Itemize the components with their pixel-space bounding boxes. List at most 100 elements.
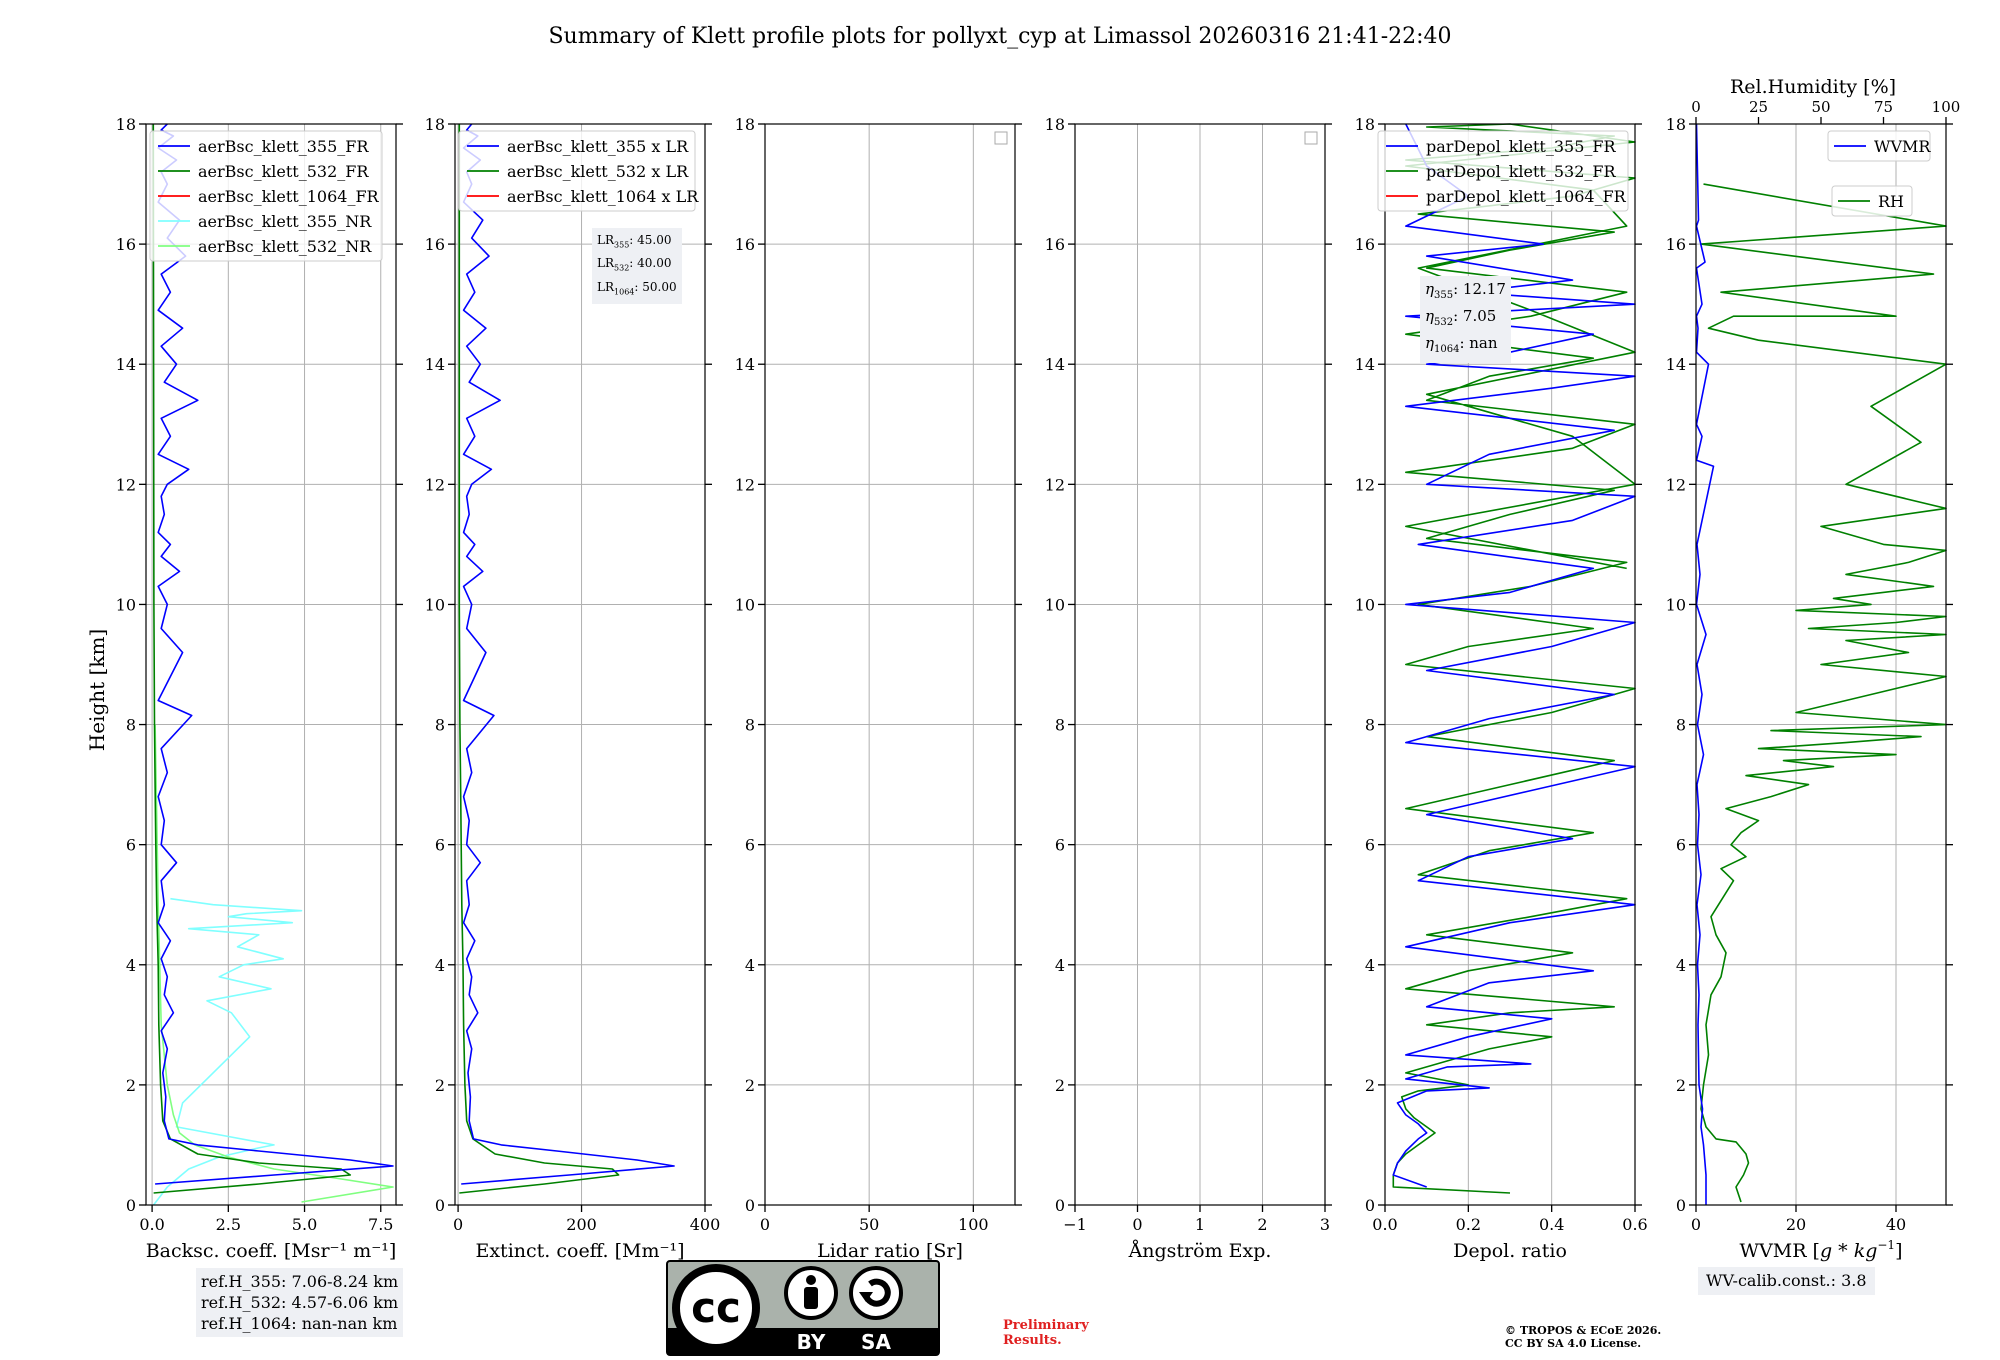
- ytick-label-dep-0: 0: [1365, 1196, 1375, 1215]
- panel-wv: 0 2 4 6 8 10 12 14 16 18 0 20 40 WVMR [g * kg−1] 0 25 50…: [1666, 98, 1961, 1262]
- legend-label-aerBsc_klett_532_FR: aerBsc_klett_532_FR: [198, 162, 369, 181]
- figure-title: Summary of Klett profile plots for polly…: [548, 24, 1451, 49]
- lidar-ratio-note: LR355: 45.00 LR532: 40.00 LR1064: 50.00: [592, 228, 682, 305]
- legend-label-aerBsc_klett_355_FR: aerBsc_klett_355_FR: [198, 137, 369, 156]
- series-parDepol_klett_532_FR: [1392, 123, 1636, 1194]
- lr-1064-line: LR1064: 50.00: [597, 278, 677, 301]
- y-axis-label: Height [km]: [85, 629, 109, 751]
- xtick-label-ang-2: 1: [1195, 1215, 1205, 1234]
- ytick-label-ext-1: 2: [435, 1076, 445, 1095]
- eta-1064-prefix: η: [1425, 334, 1434, 352]
- ytick-label-lr-7: 14: [735, 355, 755, 374]
- frame-bsc: [145, 123, 397, 1206]
- xtick-label-bsc-1: 2.5: [216, 1215, 241, 1234]
- ytick-label-ext-3: 6: [435, 836, 445, 855]
- xlabel-sup-wv: −1: [1877, 1238, 1895, 1252]
- ytick-label-bsc-8: 16: [116, 235, 136, 254]
- xtick-label-ext-0: 0: [453, 1215, 463, 1234]
- copyright-line-2: CC BY SA 4.0 License.: [1505, 1337, 1642, 1350]
- frame-dep: [1384, 123, 1636, 1206]
- top-tick-label-1: 25: [1749, 98, 1768, 116]
- xtick-label-wv-1: 20: [1786, 1215, 1806, 1234]
- panel-bsc: 0 2 4 6 8 10 12 14 16 18 0.0 2.5 5.0 7.5 Backsc. coeff…: [116, 115, 403, 1262]
- ytick-label-wv-9: 18: [1666, 115, 1686, 134]
- ytick-label-dep-9: 18: [1355, 115, 1375, 134]
- xtick-label-wv-0: 0: [1691, 1215, 1701, 1234]
- eta-532-sub: 532: [1434, 317, 1454, 328]
- xtick-label-bsc-2: 5.0: [292, 1215, 317, 1234]
- xlabel-bsc: Backsc. coeff. [Msr⁻¹ m⁻¹]: [146, 1240, 397, 1262]
- xtick-label-ext-1: 200: [566, 1215, 597, 1234]
- ytick-label-wv-2: 4: [1676, 956, 1686, 975]
- lr-355-prefix: LR: [597, 233, 615, 247]
- xtick-label-ang-0: −1: [1063, 1215, 1087, 1234]
- ytick-label-dep-4: 8: [1365, 716, 1375, 735]
- legend-label-aerBsc_klett_1064_FR: aerBsc_klett_1064_FR: [198, 187, 380, 206]
- legend-label-aerBsc_klett_355_NR: aerBsc_klett_355_NR: [198, 212, 372, 231]
- eta-532-value: : 7.05: [1453, 307, 1497, 325]
- legend-label-aerBsc_klett_355 x LR: aerBsc_klett_355 x LR: [507, 137, 689, 156]
- ytick-label-ang-2: 4: [1055, 956, 1065, 975]
- ytick-label-dep-8: 16: [1355, 235, 1375, 254]
- ytick-label-dep-6: 12: [1355, 475, 1375, 494]
- frame-lr: [764, 123, 1016, 1206]
- legend-box-RH: [1831, 185, 1913, 217]
- ytick-label-bsc-5: 10: [116, 595, 136, 614]
- lr-532-sub: 532: [614, 263, 630, 273]
- eta-1064-line: η1064: nan: [1425, 333, 1506, 360]
- legend-box-ext: [458, 130, 696, 212]
- ref-height-355: ref.H_355: 7.06-8.24 km: [201, 1272, 399, 1291]
- legend-label-WVMR: WVMR: [1874, 137, 1931, 156]
- xtick-label-dep-2: 0.4: [1539, 1215, 1564, 1234]
- top-tick-label-3: 75: [1874, 98, 1893, 116]
- xtick-label-dep-0: 0.0: [1372, 1215, 1397, 1234]
- eta-1064-value: : nan: [1459, 334, 1498, 352]
- legend-label-RH: RH: [1878, 192, 1904, 211]
- ytick-label-lr-3: 6: [745, 836, 755, 855]
- lr-532-value: : 40.00: [629, 256, 672, 271]
- eta-355-line: η355: 12.17: [1425, 279, 1506, 306]
- ytick-label-ext-6: 12: [425, 475, 445, 494]
- ytick-label-ang-1: 2: [1055, 1076, 1065, 1095]
- wv-calibration-text: WV-calib.const.: 3.8: [1706, 1271, 1867, 1290]
- sa-icon-arrowhead: [859, 1292, 873, 1302]
- panel-ext: 0 2 4 6 8 10 12 14 16 18 0 200 400 Extinct. coeff. [M…: [425, 115, 721, 1262]
- xlabel-ext: Extinct. coeff. [Mm⁻¹]: [475, 1240, 684, 1262]
- legend-label-aerBsc_klett_1064 x LR: aerBsc_klett_1064 x LR: [507, 187, 699, 206]
- panel-lr: 0 2 4 6 8 10 12 14 16 18 0 50 100 Lidar ratio [Sr]: [735, 115, 1022, 1262]
- panel-dep: 0 2 4 6 8 10 12 14 16 18 0.0 0.2 0.4 0.6 Depol. ratio p…: [1355, 115, 1648, 1262]
- series-aerBsc_klett_355_NR: [152, 897, 303, 1206]
- ytick-label-lr-2: 4: [745, 956, 755, 975]
- ytick-label-dep-1: 2: [1365, 1076, 1375, 1095]
- ytick-label-ext-4: 8: [435, 716, 445, 735]
- ytick-label-wv-3: 6: [1676, 836, 1686, 855]
- xtick-label-ang-4: 3: [1320, 1215, 1330, 1234]
- sa-label: SA: [861, 1330, 891, 1354]
- preliminary-line-1: Preliminary: [1003, 1318, 1089, 1333]
- ytick-label-bsc-3: 6: [126, 836, 136, 855]
- xlabel-main-wv: WVMR [: [1739, 1240, 1819, 1262]
- ytick-label-lr-9: 18: [735, 115, 755, 134]
- ytick-label-dep-5: 10: [1355, 595, 1375, 614]
- ytick-label-bsc-6: 12: [116, 475, 136, 494]
- lr-1064-prefix: LR: [597, 279, 615, 294]
- ytick-label-bsc-7: 14: [116, 355, 136, 374]
- ytick-label-ext-5: 10: [425, 595, 445, 614]
- ytick-label-wv-8: 16: [1666, 235, 1686, 254]
- xlabel-wv: WVMR [g * kg−1]: [1739, 1238, 1902, 1262]
- xtick-label-bsc-0: 0.0: [139, 1215, 164, 1234]
- top-tick-label-4: 100: [1932, 98, 1961, 116]
- legend-label-parDepol_klett_532_FR: parDepol_klett_532_FR: [1426, 162, 1617, 181]
- copyright-line-1: © TROPOS & ECoE 2026.: [1505, 1324, 1662, 1337]
- series-aerBsc_klett_532 x LR: [458, 124, 620, 1194]
- eta-1064-sub: 1064: [1434, 344, 1460, 355]
- copyright-note: © TROPOS & ECoE 2026. CC BY SA 4.0 Licen…: [1505, 1324, 1661, 1350]
- lr-1064-sub: 1064: [614, 287, 635, 297]
- xtick-label-dep-3: 0.6: [1622, 1215, 1647, 1234]
- sa-icon: [849, 1266, 903, 1320]
- lr-532-prefix: LR: [597, 256, 615, 271]
- ytick-label-bsc-2: 4: [126, 956, 136, 975]
- top-tick-label-0: 0: [1691, 98, 1701, 116]
- ytick-label-lr-4: 8: [745, 716, 755, 735]
- ytick-label-wv-7: 14: [1666, 355, 1686, 374]
